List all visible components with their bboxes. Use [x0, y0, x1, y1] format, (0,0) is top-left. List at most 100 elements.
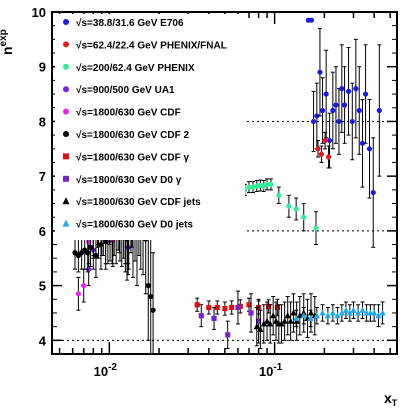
data-point — [278, 320, 285, 327]
legend-label: √s=1800/630 GeV CDF jets — [76, 197, 201, 208]
data-point — [86, 266, 92, 272]
data-point — [266, 303, 272, 309]
x-axis-title-subscript: T — [392, 398, 398, 408]
data-point — [225, 332, 231, 338]
data-point — [338, 309, 345, 316]
data-point — [359, 306, 366, 313]
series-8 — [253, 293, 318, 350]
data-point — [194, 302, 200, 308]
data-point — [257, 325, 264, 332]
legend-label: √s=62.4/22.4 GeV PHENIX/FNAL — [76, 40, 227, 51]
legend-label: √s=900/500 GeV UA1 — [76, 85, 175, 96]
data-point — [274, 304, 281, 311]
data-point — [339, 86, 345, 92]
legend-marker — [63, 41, 69, 48]
data-point — [293, 206, 299, 212]
data-point — [323, 91, 329, 97]
legend-marker — [63, 86, 69, 93]
data-point — [248, 310, 254, 316]
data-point — [103, 239, 109, 245]
legend-label: √s=200/62.4 GeV PHENIX — [76, 63, 195, 74]
legend-label: √s=1800/630 GeV CDF γ — [76, 152, 189, 163]
data-point — [355, 309, 362, 316]
data-point — [150, 307, 156, 313]
x-tick-label-base: 10 — [94, 364, 108, 379]
data-point — [198, 313, 204, 319]
legend-label: √s=1800/630 GeV D0 γ — [76, 175, 182, 186]
data-point — [349, 118, 355, 125]
data-point — [317, 69, 323, 75]
data-point — [272, 317, 280, 324]
data-point — [362, 91, 369, 97]
data-point — [314, 113, 320, 119]
legend-label: √s=1800/630 GeV CDF 2 — [76, 130, 189, 141]
series-2 — [242, 178, 319, 246]
data-point — [346, 309, 353, 316]
series-7 — [198, 290, 262, 350]
data-point — [375, 312, 382, 319]
y-tick-label: 6 — [39, 224, 46, 239]
data-point — [270, 312, 277, 319]
data-point — [363, 309, 370, 316]
data-point — [264, 181, 270, 187]
data-point — [276, 192, 282, 198]
data-point — [281, 317, 288, 324]
legend-marker — [63, 108, 69, 115]
data-point — [325, 154, 332, 160]
x-tick-label-exponent: -1 — [273, 362, 282, 373]
data-point — [263, 317, 271, 324]
data-point — [293, 314, 300, 322]
data-point — [356, 107, 362, 114]
legend-marker — [63, 153, 69, 160]
data-point — [296, 312, 303, 319]
data-point — [359, 140, 366, 146]
data-point — [345, 88, 352, 94]
data-point — [260, 320, 267, 327]
data-point — [148, 293, 154, 300]
data-point — [371, 309, 378, 316]
y-tick-label: 8 — [39, 114, 46, 129]
data-point — [290, 309, 297, 316]
data-point — [319, 309, 326, 316]
series-0 — [305, 17, 382, 248]
y-tick-label: 4 — [39, 333, 47, 348]
data-point — [370, 189, 376, 196]
x-axis-title: xT — [384, 390, 398, 408]
data-point — [366, 146, 373, 152]
series-9 — [293, 301, 386, 328]
legend-background — [55, 14, 245, 240]
data-point — [336, 118, 342, 125]
y-axis-title: nexp — [0, 29, 15, 55]
data-point — [350, 306, 357, 313]
data-point — [322, 137, 328, 144]
data-point — [300, 312, 307, 319]
data-point — [214, 304, 220, 311]
data-point — [326, 137, 333, 144]
data-point — [341, 102, 348, 108]
data-point — [253, 323, 260, 330]
data-point — [313, 312, 320, 319]
data-point — [301, 214, 307, 220]
legend-marker — [63, 131, 69, 137]
y-tick-label: 9 — [39, 60, 46, 75]
y-tick-label: 7 — [39, 169, 46, 184]
data-point — [319, 107, 326, 114]
y-tick-label: 10 — [32, 5, 46, 20]
data-point — [235, 304, 241, 311]
data-point — [229, 304, 235, 311]
x-tick-label-base: 10 — [259, 364, 273, 379]
data-point — [315, 146, 321, 152]
data-point — [222, 305, 228, 312]
data-point — [87, 244, 94, 250]
data-point — [98, 241, 104, 248]
series-1 — [315, 131, 332, 169]
data-point — [81, 283, 87, 289]
data-point — [330, 107, 336, 114]
legend-marker — [62, 197, 70, 205]
data-point — [93, 252, 99, 259]
x-tick-label-exponent: -2 — [108, 362, 117, 373]
data-point — [310, 118, 317, 125]
data-point — [85, 250, 91, 256]
data-point — [329, 309, 336, 316]
